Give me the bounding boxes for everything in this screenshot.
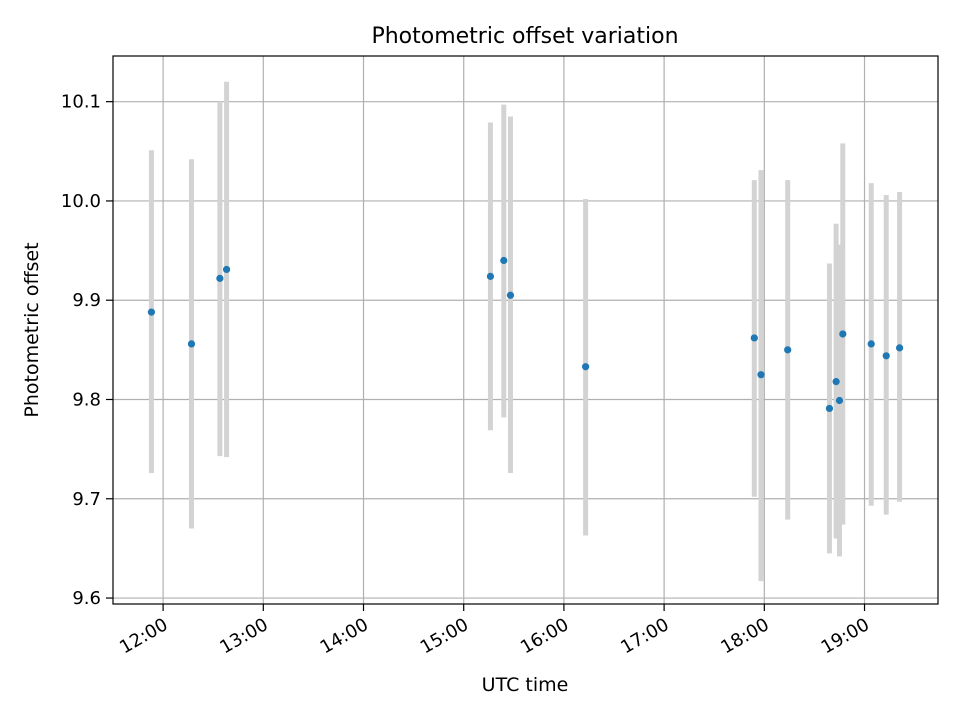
chart-title: Photometric offset variation (371, 24, 678, 49)
data-point (882, 352, 890, 360)
y-tick-label: 9.8 (72, 389, 101, 410)
data-point (500, 256, 508, 265)
y-tick-label: 9.6 (72, 588, 101, 609)
y-axis-label: Photometric offset (21, 242, 43, 417)
data-point (757, 371, 765, 379)
y-tick-label: 9.9 (72, 290, 101, 311)
y-tick-label: 10.1 (61, 92, 101, 113)
data-point (839, 330, 847, 338)
data-point (750, 334, 758, 342)
data-point (867, 340, 875, 348)
data-point (187, 340, 196, 348)
data-point (582, 363, 590, 371)
data-points (147, 256, 904, 413)
data-point (835, 396, 844, 405)
data-point (216, 274, 224, 282)
data-point (222, 265, 231, 274)
data-point (506, 291, 515, 299)
x-axis-label: UTC time (482, 674, 569, 696)
data-point (895, 344, 904, 352)
data-point (784, 346, 792, 354)
data-point (486, 272, 495, 280)
y-axis-ticks: 9.6 9.7 9.8 9.9 10.0 10.1 (61, 92, 113, 609)
y-tick-label: 10.0 (61, 191, 101, 212)
plot-frame (112, 55, 939, 605)
data-point (832, 378, 840, 386)
grid (113, 56, 938, 604)
y-tick-label: 9.7 (72, 489, 101, 510)
data-point (825, 404, 834, 413)
data-point (147, 308, 156, 316)
